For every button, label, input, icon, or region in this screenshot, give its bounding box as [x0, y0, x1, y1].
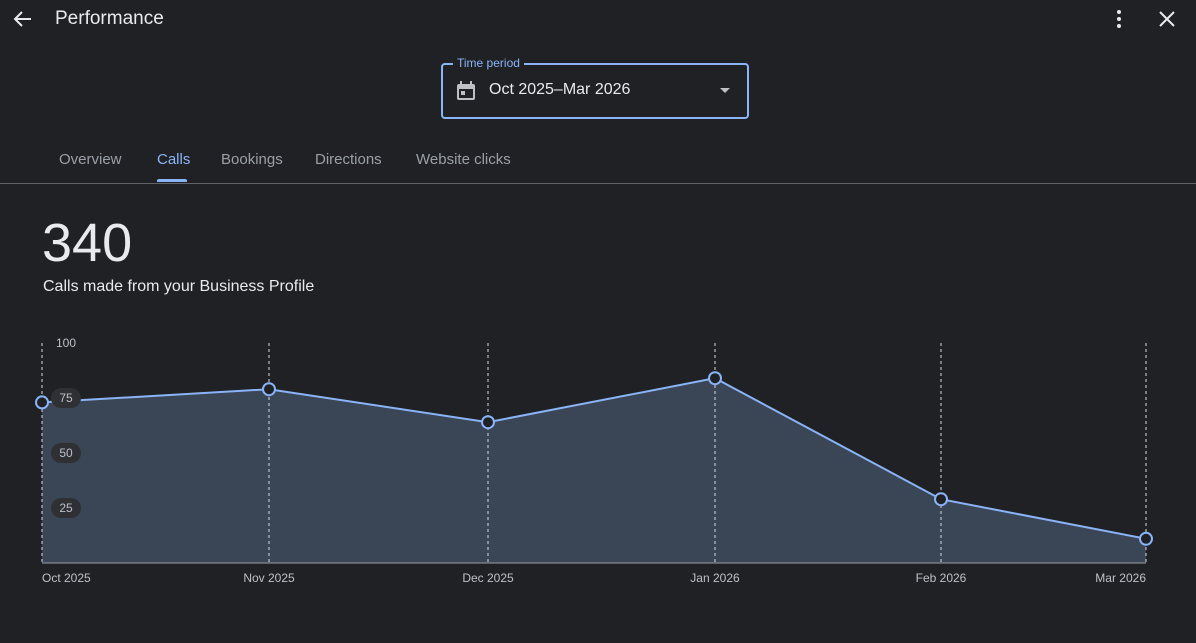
tab-website-clicks[interactable]: Website clicks [416, 151, 511, 168]
active-tab-indicator [157, 179, 187, 182]
x-tick-label-0: Oct 2025 [42, 571, 91, 585]
calls-area-chart: 100 75 50 25 Oct 2025 Nov 2025 Dec 2025 Jan 202… [35, 336, 1153, 585]
calendar-icon [457, 81, 475, 100]
arrow-left-icon [13, 11, 31, 27]
tab-directions[interactable]: Directions [315, 151, 382, 168]
tab-calls[interactable]: Calls [157, 151, 191, 168]
data-point-0 [35, 395, 49, 410]
y-tick-pill-50 [51, 443, 81, 463]
more-options-button[interactable] [1107, 6, 1131, 32]
close-icon [1159, 11, 1175, 27]
tab-overview[interactable]: Overview [59, 151, 122, 168]
x-tick-label-4: Feb 2026 [916, 571, 967, 585]
series-area [42, 378, 1146, 563]
data-point-1 [262, 382, 276, 397]
x-tick-label-3: Jan 2026 [690, 571, 740, 585]
time-period-select[interactable]: Time period Oct 2025–Mar 2026 [441, 56, 749, 119]
data-point-2 [481, 415, 495, 430]
x-tick-label-5: Mar 2026 [1095, 571, 1146, 585]
y-tick-label-100: 100 [56, 336, 76, 350]
tab-bar: Overview Calls Bookings Directions Websi… [0, 140, 1196, 184]
y-tick-label-50: 50 [59, 446, 73, 460]
total-calls-value: 340 [42, 213, 133, 273]
y-tick-label-75: 75 [59, 391, 73, 405]
x-tick-label-1: Nov 2025 [243, 571, 295, 585]
y-tick-pill-75 [51, 388, 81, 408]
time-period-label: Time period [453, 56, 524, 70]
close-button[interactable] [1154, 6, 1180, 32]
data-point-5 [1139, 531, 1153, 546]
time-period-value: Oct 2025–Mar 2026 [489, 81, 631, 98]
data-point-4 [934, 492, 948, 507]
x-tick-label-2: Dec 2025 [462, 571, 514, 585]
top-bar: Performance [0, 0, 1196, 40]
back-button[interactable] [10, 6, 36, 32]
chevron-down-icon [720, 88, 730, 93]
y-tick-pill-25 [51, 498, 81, 518]
tab-bookings[interactable]: Bookings [221, 151, 283, 168]
page-title: Performance [55, 8, 164, 29]
more-vert-icon [1117, 10, 1121, 28]
total-calls-description: Calls made from your Business Profile [43, 278, 315, 295]
y-tick-label-25: 25 [59, 501, 73, 515]
data-point-3 [708, 371, 722, 386]
series-line [41, 377, 1147, 540]
